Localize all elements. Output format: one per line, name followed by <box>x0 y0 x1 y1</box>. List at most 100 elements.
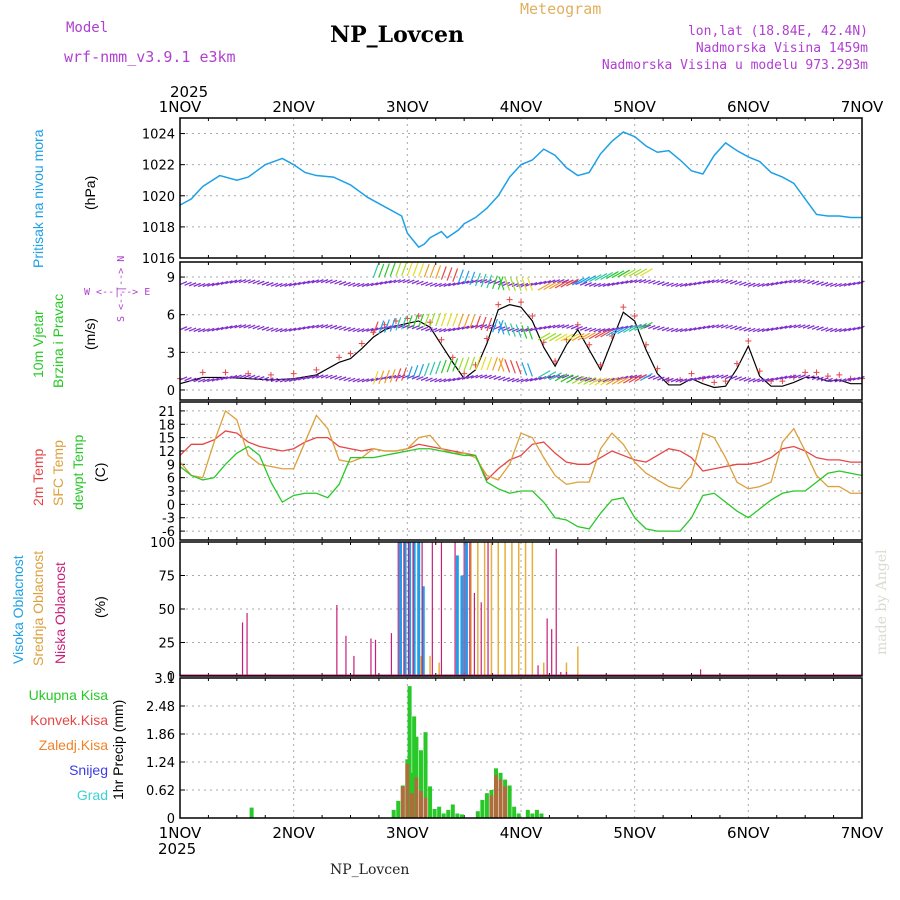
gust-marker <box>813 369 820 376</box>
total-precip-bar <box>534 809 539 818</box>
high-cloud-bar <box>408 542 412 676</box>
wind-arrow <box>395 262 402 277</box>
wind-arrow <box>440 266 447 280</box>
low-cloud-bar <box>345 635 347 676</box>
mid-cloud-bar <box>470 542 472 676</box>
wind-arrow <box>384 319 390 333</box>
legend-conv-rain: Konvek.Kisa <box>30 712 108 728</box>
wind-arrow <box>605 328 619 337</box>
total-precip-bar <box>441 813 446 818</box>
wind-arrow <box>440 312 447 327</box>
y-tick-label: 18 <box>158 418 175 433</box>
gust-marker <box>586 341 593 348</box>
x-tick-label-bottom: 6NOV <box>727 824 770 842</box>
wind-arrow <box>628 374 642 383</box>
x-tick-label-top: 5NOV <box>613 98 656 116</box>
wind-arrow <box>389 369 396 383</box>
wind-arrow <box>498 321 505 335</box>
wind-arrow <box>577 332 591 341</box>
wind-arrow <box>515 360 522 375</box>
wind-arrow <box>429 312 436 327</box>
gust-marker <box>267 371 274 378</box>
wind-arrow <box>588 377 602 386</box>
wind-arrow <box>537 282 551 291</box>
mid-cloud-bar <box>497 542 500 676</box>
gust-marker <box>745 338 752 345</box>
low-cloud-bar <box>390 633 393 676</box>
wind-arrow <box>378 370 385 385</box>
gust-marker <box>688 370 695 377</box>
gust-marker <box>654 365 661 372</box>
wind-arrow <box>418 263 425 277</box>
wind-arrow <box>600 377 613 386</box>
wind-direction-arrows <box>179 278 865 288</box>
total-precip-bar <box>412 716 417 818</box>
gust-marker <box>574 321 581 328</box>
dewpt-temp-line <box>179 445 863 532</box>
mid-cloud-bar <box>438 662 440 676</box>
conv-precip-bar <box>418 790 423 818</box>
wind-arrow <box>543 332 557 341</box>
y-tick-label: 3 <box>167 485 175 500</box>
gust-marker <box>313 366 320 373</box>
conv-precip-bar <box>423 797 428 818</box>
conv-precip-bar <box>414 777 419 818</box>
low-cloud-bar <box>473 592 475 676</box>
wind-arrow <box>504 277 511 291</box>
mid-cloud-bar <box>511 542 513 676</box>
total-precip-bar <box>428 786 433 818</box>
total-precip-bar <box>418 750 423 818</box>
wind-arrow <box>429 361 436 376</box>
total-precip-bar <box>507 785 512 818</box>
total-precip-bar <box>530 813 535 818</box>
wind-arrow <box>634 268 648 277</box>
wind-direction-we: W <--|--> E <box>84 287 151 298</box>
wind-arrow <box>418 313 425 328</box>
wind-arrow <box>384 369 390 384</box>
x-tick-label-top: 3NOV <box>386 98 429 116</box>
gust-marker <box>358 340 365 347</box>
model-label: Model <box>66 20 109 36</box>
gust-marker <box>518 299 524 306</box>
conv-precip-bar <box>503 786 508 818</box>
x-tick-label-bottom: 4NOV <box>500 824 543 842</box>
sfc-temp-line <box>179 409 862 494</box>
total-precip-bar <box>475 811 480 818</box>
wind-arrow <box>384 263 390 277</box>
gust-marker <box>836 371 843 378</box>
x-tick-label-bottom: 3NOV <box>386 824 429 842</box>
pressure-line <box>179 131 862 249</box>
wind-arrow <box>474 315 481 330</box>
wind-arrow <box>429 264 436 279</box>
panel-frame <box>179 677 863 819</box>
low-cloud-bar <box>560 671 562 676</box>
total-precip-bar <box>512 806 517 818</box>
low-cloud-bar <box>336 604 338 676</box>
wind-arrow <box>474 356 481 371</box>
high-cloud-bar <box>460 575 464 676</box>
wind-arrow <box>588 274 602 283</box>
total-precip-bar <box>484 793 489 818</box>
wind-arrow <box>594 330 608 339</box>
y-tick-label: 9 <box>167 458 175 473</box>
total-precip-bar <box>455 813 460 818</box>
wind-arrow <box>617 269 631 278</box>
total-precip-bar <box>539 813 544 818</box>
y-tick-label: 75 <box>158 570 175 585</box>
total-precip-bar <box>423 732 428 818</box>
wind-arrow <box>446 358 453 373</box>
wind-arrow <box>537 370 551 379</box>
high-cloud-bar <box>464 542 468 676</box>
x-tick-label-bottom: 5NOV <box>613 824 656 842</box>
wind-arrow <box>423 362 430 377</box>
wind-arrow <box>452 358 459 372</box>
wind-arrow <box>457 269 464 283</box>
wind-arrow <box>577 276 591 285</box>
wind-arrow <box>418 363 425 378</box>
conv-precip-bar <box>400 786 405 818</box>
wind-arrow <box>504 322 511 336</box>
wind-arrow <box>628 323 642 332</box>
total-precip-bar <box>516 813 521 818</box>
low-cloud-bar <box>407 542 410 676</box>
y-tick-label: 0.62 <box>146 784 175 799</box>
